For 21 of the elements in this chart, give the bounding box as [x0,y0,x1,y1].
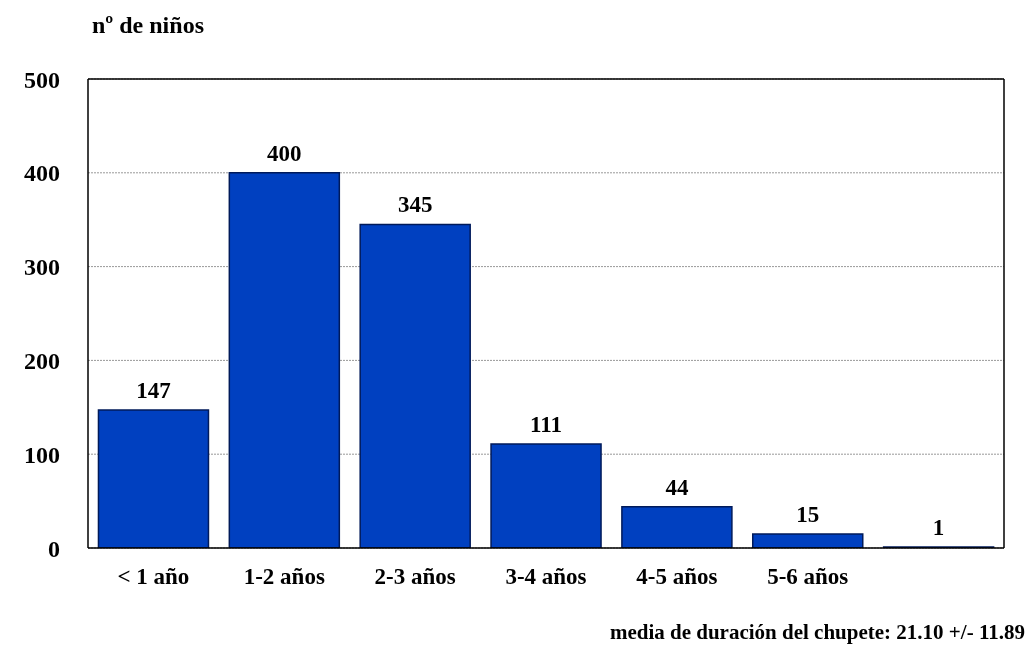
data-label: 44 [665,474,689,500]
data-label: 111 [530,411,563,437]
data-label: 1 [932,515,945,541]
x-tick-label: 1-2 años [243,564,325,590]
x-tick-label: 5-6 años [767,564,849,590]
y-tick-label: 100 [24,441,60,468]
x-tick-label: < 1 año [117,564,190,590]
data-label: 15 [796,501,820,527]
y-axis-title: nº de niños [92,12,204,39]
data-label: 147 [136,378,171,404]
data-label: 400 [267,140,302,166]
data-label: 345 [397,192,433,218]
y-tick-label: 300 [24,254,60,281]
x-tick-label: 3-4 años [505,564,587,590]
y-tick-label: 200 [24,347,60,374]
y-tick-label: 400 [24,160,60,187]
y-tick-label: 500 [24,66,60,93]
y-tick-label: 0 [48,535,60,562]
x-tick-label: 2-3 años [374,564,456,590]
x-tick-label: 4-5 años [636,564,718,590]
text: media de duración del chupete: 21.10 +/- 11.89 [609,620,1025,645]
